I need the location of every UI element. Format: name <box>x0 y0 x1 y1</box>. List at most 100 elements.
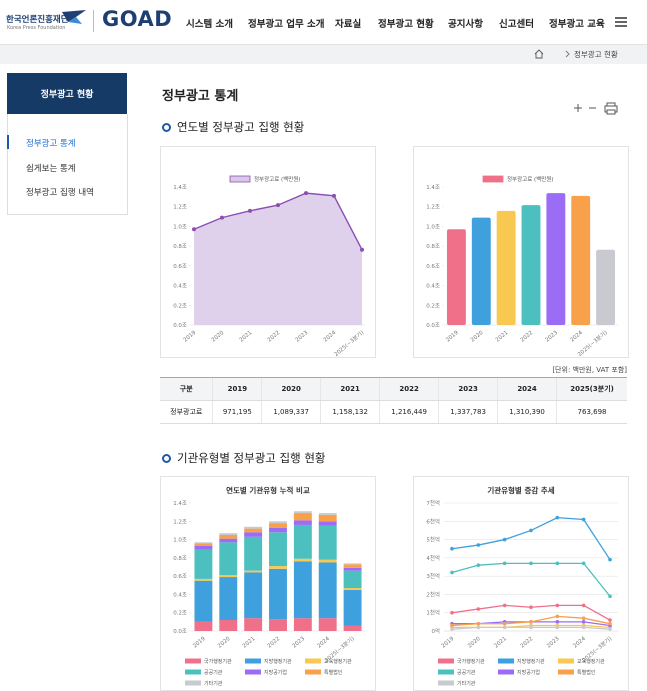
bar-segment <box>293 513 312 521</box>
point <box>502 621 507 626</box>
bar-segment <box>269 566 287 569</box>
bar-segment <box>194 578 213 581</box>
sidebar-item[interactable]: 정부광고 통계 <box>26 139 76 149</box>
active-marker <box>7 135 9 149</box>
line <box>451 516 611 561</box>
bar-segment <box>219 577 238 621</box>
point <box>555 515 560 520</box>
nav-item[interactable]: 정부광고 교육 <box>549 19 605 30</box>
bar-segment <box>194 549 213 579</box>
y-tick-label: 1.2조 <box>173 518 187 525</box>
bar-segment <box>219 575 238 578</box>
line <box>451 562 611 597</box>
y-tick-label: 1.0조 <box>173 537 187 544</box>
nav-item[interactable]: 시스템 소개 <box>186 19 234 30</box>
point <box>608 621 612 626</box>
point <box>502 537 507 542</box>
bar-segment <box>269 568 287 620</box>
brand[interactable]: GOAD <box>102 7 173 31</box>
legend-label: 정부광고료 (백만원) <box>507 175 554 183</box>
section-title: 기관유형별 정부광고 집행 현황 <box>177 451 326 465</box>
point <box>502 561 507 566</box>
nav-item[interactable]: 정부광고 현황 <box>378 19 434 30</box>
y-tick-label: 1.2조 <box>426 204 440 211</box>
legend-label: 공공기관 <box>204 669 223 676</box>
divider <box>93 10 94 32</box>
point <box>608 594 612 599</box>
x-tick-label: 2024 <box>316 636 331 650</box>
legend-swatch <box>245 658 261 664</box>
x-tick-label: 2019 <box>441 636 456 650</box>
sidebar-item[interactable]: 정부광고 집행 내역 <box>26 188 94 198</box>
nav-item[interactable]: 정부광고 업무 소개 <box>248 19 325 30</box>
legend-label: 지방행정기관 <box>517 658 545 665</box>
y-tick-label: 1.4조 <box>426 184 440 191</box>
point <box>555 625 560 630</box>
legend-swatch <box>185 669 201 675</box>
point <box>555 603 560 608</box>
point <box>450 627 454 631</box>
bar-segment <box>269 619 287 631</box>
org-name-en: Korea Press Foundation <box>7 25 66 31</box>
x-tick-label: 2023 <box>545 330 560 344</box>
page-title: 정부광고 통계 <box>162 89 239 104</box>
y-tick-label: 0.2조 <box>173 610 187 617</box>
point <box>476 607 481 611</box>
x-tick-label: 2022 <box>520 330 535 344</box>
bar-segment <box>269 523 287 528</box>
nav-item[interactable]: 자료실 <box>335 19 362 30</box>
y-tick-label: 0.6조 <box>173 263 187 270</box>
legend-label: 교육행정기관 <box>577 658 605 665</box>
x-tick-label: 2019 <box>445 330 460 344</box>
x-tick-label: 2020 <box>211 330 226 344</box>
legend-swatch <box>498 658 514 664</box>
sidebar-title: 정부광고 현황 <box>7 73 127 114</box>
bar-segment <box>318 514 337 522</box>
point <box>581 603 586 608</box>
y-tick-label: 0.0조 <box>426 322 440 329</box>
table-cell: 1,337,783 <box>438 400 498 424</box>
point <box>502 603 507 608</box>
legend-swatch <box>185 658 201 664</box>
table-header-cell: 2024 <box>497 377 557 401</box>
x-tick-label: 2024 <box>323 330 338 344</box>
table-header-cell: 2020 <box>261 377 321 401</box>
point <box>529 561 533 566</box>
legend-label: 특별법인 <box>324 669 343 676</box>
x-tick-label: 2021 <box>242 636 257 650</box>
y-tick-label: 1.0조 <box>426 223 440 230</box>
y-tick-label: 0.8조 <box>426 243 440 250</box>
point <box>529 528 533 533</box>
point <box>529 625 533 630</box>
table-cell: 763,698 <box>556 400 627 424</box>
x-tick-label: 2023 <box>546 636 561 650</box>
bar-segment <box>244 526 263 529</box>
nav-item[interactable]: 공지사항 <box>448 19 483 30</box>
bar-segment <box>343 588 362 590</box>
x-tick-label: 2023 <box>292 636 307 650</box>
table-header-row: 구분 2019 2020 2021 2022 2023 2024 2025(3분기) <box>160 377 627 401</box>
y-tick-label: 0.4조 <box>173 591 187 598</box>
x-tick-label: 2022 <box>267 330 282 344</box>
nav-item[interactable]: 신고센터 <box>499 19 534 30</box>
y-tick-label: 0.8조 <box>173 555 187 562</box>
point <box>248 208 252 213</box>
legend-swatch <box>305 658 321 664</box>
table-header-cell: 2025(3분기) <box>556 377 627 401</box>
chart: 기관유형별 증감 추세 0억 1천억 2천억 3천억 4천억 5천억 6천억 7천억 2019 20… <box>413 476 629 691</box>
bar-segment <box>194 580 213 622</box>
tool-icons[interactable] <box>572 101 620 115</box>
bar-segment <box>343 570 362 589</box>
table-header-cell: 2021 <box>320 377 380 401</box>
bar <box>521 205 541 325</box>
x-tick-label: 2022 <box>520 636 535 650</box>
legend-label: 지방행정기관 <box>264 658 292 665</box>
legend-swatch <box>482 175 504 183</box>
menu-button[interactable] <box>614 16 628 28</box>
bar-segment <box>318 559 337 563</box>
breadcrumb[interactable]: 정부광고 현황 <box>574 50 618 59</box>
section-heading: 연도별 정부광고 집행 현황 <box>162 119 304 135</box>
logo-mark <box>62 10 86 24</box>
sidebar-item[interactable]: 쉽게보는 통계 <box>26 164 76 174</box>
